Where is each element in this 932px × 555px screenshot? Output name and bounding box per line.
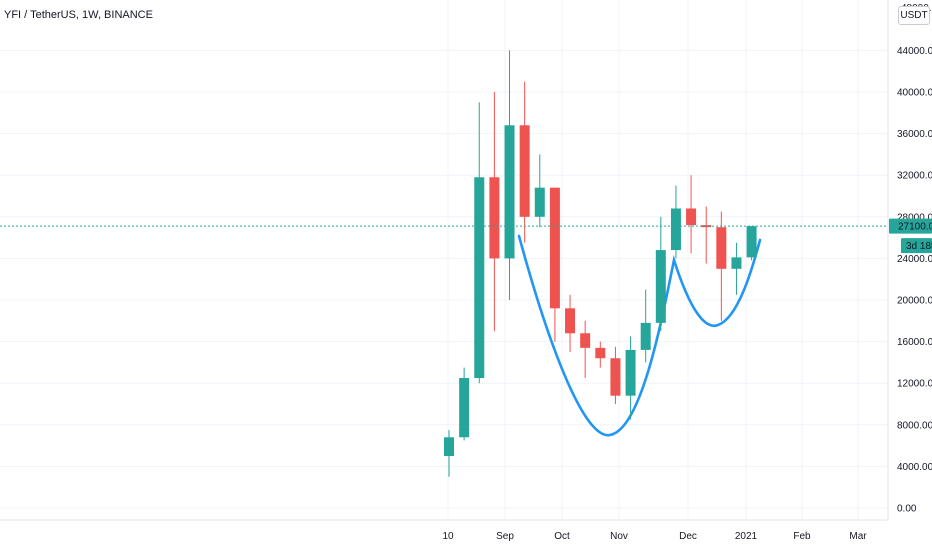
time-axis[interactable]: 10 Sep Oct Nov Dec 2021 Feb Mar xyxy=(0,519,888,542)
candle xyxy=(640,289,651,363)
price-tick-label: 12000.00 xyxy=(897,379,932,390)
candle xyxy=(670,185,681,259)
price-tick-label: 36000.00 xyxy=(897,129,932,140)
candle xyxy=(731,242,742,295)
candle xyxy=(580,320,591,378)
grid-layer xyxy=(0,0,888,520)
price-tick-label: 44000.00 xyxy=(897,46,932,57)
time-tick-label: Sep xyxy=(496,531,514,542)
candle-body xyxy=(731,257,742,269)
price-tick-label: 40000.00 xyxy=(897,88,932,99)
candle-body xyxy=(716,227,727,269)
currency-button[interactable]: USDT xyxy=(898,6,930,25)
candle-body xyxy=(595,347,606,359)
candle xyxy=(610,346,621,404)
candle xyxy=(519,81,530,243)
symbol-title: YFI / TetherUS, 1W, BINANCE xyxy=(4,9,153,21)
candle-body xyxy=(670,208,681,251)
candle-body xyxy=(459,378,470,438)
price-tick-label: 20000.00 xyxy=(897,296,932,307)
candle xyxy=(746,226,757,261)
candle xyxy=(474,102,485,384)
time-tick-label: Dec xyxy=(679,531,697,542)
candle-body xyxy=(746,226,757,258)
last-price-marker: 27100.01 3d 18h xyxy=(889,218,932,254)
price-tick-label: 24000.00 xyxy=(897,254,932,265)
candle xyxy=(489,92,500,332)
last-price-label: 27100.01 xyxy=(898,222,932,233)
price-tick-label: 28000.00 xyxy=(897,212,932,223)
countdown-label: 3d 18h xyxy=(906,241,932,252)
candle xyxy=(565,294,576,352)
time-tick-label: 2021 xyxy=(735,531,758,542)
candle-body xyxy=(474,177,485,378)
candle xyxy=(595,341,606,368)
candle xyxy=(625,336,636,420)
price-tick-label: 8000.00 xyxy=(897,420,932,431)
price-tick-label: 4000.00 xyxy=(897,462,932,473)
candle-body xyxy=(610,358,621,396)
candle-body xyxy=(565,308,576,334)
candle xyxy=(549,187,560,342)
time-tick-label: Feb xyxy=(793,531,811,542)
time-tick-label: Oct xyxy=(554,531,570,542)
price-tick-label: 32000.00 xyxy=(897,171,932,182)
candle-layer xyxy=(444,50,757,477)
candle-body xyxy=(625,349,636,396)
time-tick-label: 10 xyxy=(442,531,454,542)
candle-body xyxy=(686,208,697,226)
candle-body xyxy=(549,187,560,309)
candle xyxy=(701,206,712,264)
candle xyxy=(534,154,545,228)
candle-body xyxy=(519,125,530,217)
time-tick-label: Nov xyxy=(610,531,628,542)
candle xyxy=(716,211,727,321)
candle xyxy=(459,367,470,441)
candle-body xyxy=(489,177,500,259)
candle-body xyxy=(701,225,712,228)
candle xyxy=(504,50,515,300)
candle-body xyxy=(504,125,515,259)
candle-body xyxy=(444,437,454,456)
time-tick-label: Mar xyxy=(849,531,867,542)
candle xyxy=(655,216,666,332)
price-tick-label: 16000.00 xyxy=(897,337,932,348)
price-tick-label: 0.00 xyxy=(897,504,917,515)
candle xyxy=(686,175,697,254)
candle-body xyxy=(580,333,591,348)
candle-body xyxy=(655,250,666,323)
candle-body xyxy=(534,187,545,217)
candle-body xyxy=(640,322,651,350)
price-axis[interactable]: 48000.00 0.004000.008000.0012000.0016000… xyxy=(887,0,932,520)
candle xyxy=(444,430,454,477)
